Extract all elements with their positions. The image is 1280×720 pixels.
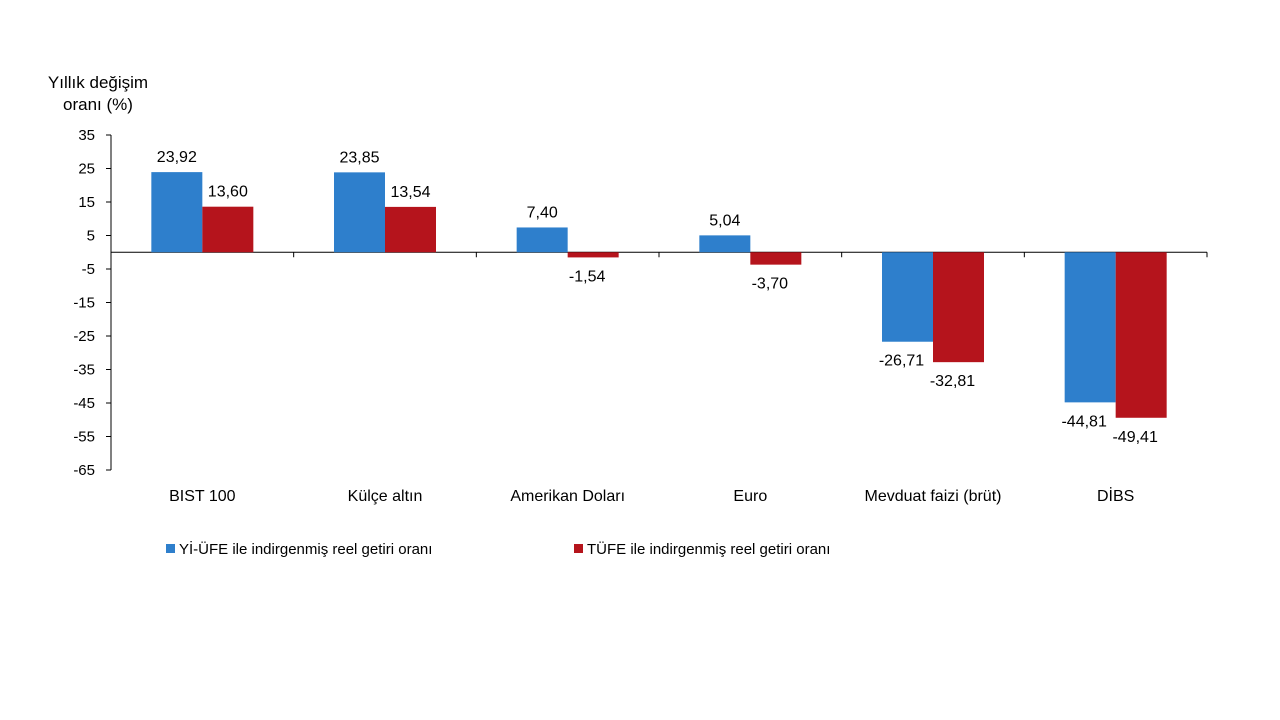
data-label-yiufe: -44,81 bbox=[1061, 413, 1106, 430]
legend-label-yiufe: Yİ-ÜFE ile indirgenmiş reel getiri oranı bbox=[179, 540, 432, 558]
y-tick-label: 25 bbox=[78, 161, 95, 178]
legend-label-tufe: TÜFE ile indirgenmiş reel getiri oranı bbox=[587, 540, 830, 558]
y-axis-title-line: Yıllık değişim bbox=[48, 73, 148, 92]
y-tick-label: 5 bbox=[87, 228, 95, 245]
y-tick-label: -5 bbox=[82, 261, 95, 278]
bar-tufe-2 bbox=[385, 206, 436, 253]
bar-tufe-3 bbox=[567, 252, 619, 258]
x-axis bbox=[110, 251, 1208, 258]
y-tick-label: 15 bbox=[78, 194, 95, 211]
y-tick-label: -45 bbox=[73, 395, 95, 412]
category-label: BIST 100 bbox=[169, 488, 236, 505]
y-tick-label: -25 bbox=[73, 328, 95, 345]
y-axis: 35 25 15 5 -5 -15 -25 -35 -45 -55 -65 bbox=[73, 127, 112, 479]
data-label-yiufe: 23,85 bbox=[339, 149, 379, 166]
category-label: DİBS bbox=[1097, 486, 1134, 505]
bar-yiufe-3 bbox=[516, 227, 568, 253]
data-label-yiufe: 23,92 bbox=[157, 149, 197, 166]
category-label: Amerikan Doları bbox=[510, 488, 625, 505]
y-tick-label: -55 bbox=[73, 429, 95, 446]
legend: Yİ-ÜFE ile indirgenmiş reel getiri oranı… bbox=[166, 540, 830, 558]
bar-tufe-5 bbox=[933, 252, 984, 363]
category-label: Euro bbox=[733, 488, 767, 505]
data-label-tufe: -1,54 bbox=[569, 268, 606, 285]
bar-yiufe-2 bbox=[334, 172, 385, 253]
y-tick-label: -35 bbox=[73, 362, 95, 379]
y-axis-title: Yıllık değişim oranı (%) bbox=[48, 73, 148, 114]
category-label: Külçe altın bbox=[348, 488, 423, 505]
bar-yiufe-6 bbox=[1064, 252, 1116, 403]
y-tick-label: -15 bbox=[73, 295, 95, 312]
y-axis-title-line: oranı (%) bbox=[63, 95, 133, 114]
y-tick-label: -65 bbox=[73, 462, 95, 479]
category-label: Mevduat faizi (brüt) bbox=[865, 488, 1002, 505]
data-label-tufe: 13,54 bbox=[390, 184, 430, 201]
category-labels: BIST 100 Külçe altın Amerikan Doları Euro Me… bbox=[169, 486, 1134, 505]
bar-tufe-4 bbox=[750, 252, 802, 265]
data-label-tufe: -32,81 bbox=[930, 373, 975, 390]
bar-tufe-6 bbox=[1115, 252, 1167, 418]
legend-swatch-yiufe bbox=[166, 544, 175, 553]
legend-swatch-tufe bbox=[574, 544, 583, 553]
bars bbox=[151, 172, 1167, 418]
bar-tufe-1 bbox=[202, 206, 254, 253]
bar-yiufe-1 bbox=[151, 172, 203, 253]
bar-yiufe-4 bbox=[699, 235, 751, 253]
data-label-tufe: -49,41 bbox=[1112, 429, 1157, 446]
data-label-tufe: 13,60 bbox=[208, 184, 248, 201]
data-labels: 23,92 13,60 23,85 13,54 7,40 -1,54 5,04 -3,70 -2… bbox=[157, 149, 1158, 446]
data-label-tufe: -3,70 bbox=[752, 276, 789, 293]
data-label-yiufe: -26,71 bbox=[879, 353, 924, 370]
data-label-yiufe: 5,04 bbox=[709, 212, 740, 229]
data-label-yiufe: 7,40 bbox=[527, 204, 558, 221]
y-tick-label: 35 bbox=[78, 127, 95, 144]
bar-yiufe-5 bbox=[882, 252, 933, 342]
